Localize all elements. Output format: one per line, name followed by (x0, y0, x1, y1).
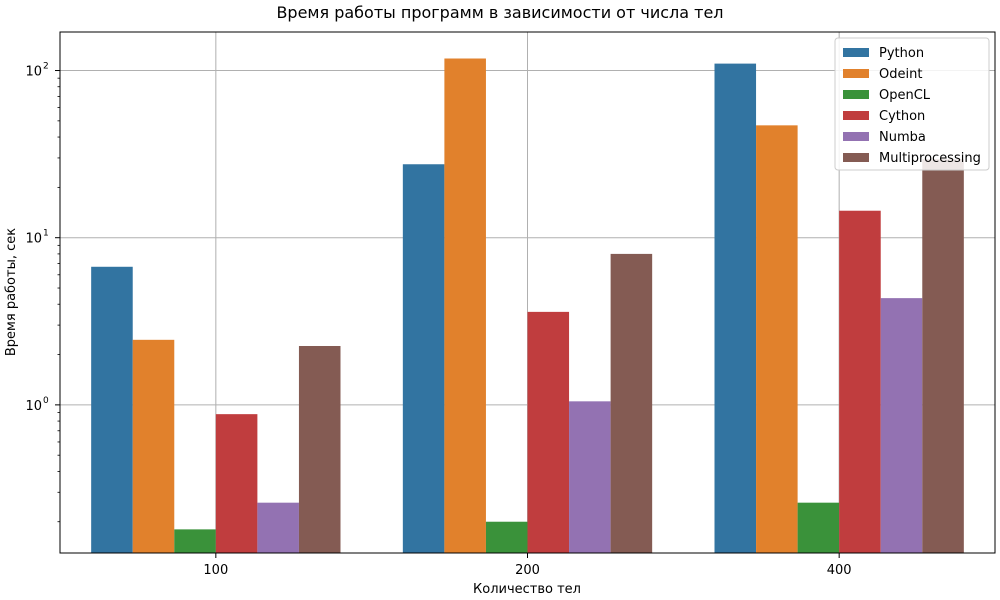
bar-opencl-400 (797, 502, 840, 553)
legend-entry-numba: Numba (879, 130, 926, 145)
bar-numba-400 (880, 298, 923, 553)
legend-swatch-multiprocessing (843, 153, 869, 162)
legend-entry-cython: Cython (879, 109, 925, 124)
bar-odeint-400 (756, 125, 798, 553)
x-tick-label: 200 (515, 563, 540, 578)
legend-entry-odeint: Odeint (879, 67, 922, 82)
bar-opencl-100 (174, 529, 216, 553)
bar-opencl-200 (485, 521, 528, 553)
bar-multiprocessing-100 (298, 345, 341, 553)
y-tick-exponent: 1 (43, 229, 49, 239)
bar-python-400 (714, 63, 757, 553)
legend-swatch-cython (843, 111, 869, 120)
legend-entry-python: Python (879, 46, 924, 61)
legend: Python Odeint OpenCL Cython Numba Multiproces… (834, 37, 990, 171)
legend-swatch-opencl (843, 90, 869, 99)
bar-multiprocessing-200 (610, 253, 653, 553)
y-tick-label: 10 (25, 65, 42, 80)
bar-numba-200 (569, 401, 611, 553)
legend-entry-multiprocessing: Multiprocessing (879, 151, 981, 166)
legend-box (834, 37, 990, 171)
bar-odeint-200 (444, 58, 486, 553)
y-axis-label: Время работы, сек (4, 228, 19, 356)
bars (91, 58, 964, 554)
bar-numba-100 (257, 502, 299, 553)
legend-swatch-python (843, 48, 869, 57)
legend-swatch-odeint (843, 69, 869, 78)
legend-swatch-numba (843, 132, 869, 141)
y-tick-label: 10 (25, 232, 42, 247)
y-tick-exponent: 0 (43, 396, 49, 406)
y-tick-label: 10 (25, 399, 42, 414)
bar-cython-100 (215, 414, 258, 553)
x-axis: 100 200 400 (203, 553, 852, 578)
legend-entry-opencl: OpenCL (879, 88, 931, 103)
bar-odeint-100 (132, 339, 175, 553)
chart-title: Время работы программ в зависимости от ч… (276, 3, 723, 22)
y-tick-exponent: 2 (43, 62, 49, 72)
bar-python-200 (402, 164, 445, 553)
bar-python-100 (91, 266, 133, 553)
bar-cython-400 (839, 210, 881, 554)
x-tick-label: 100 (203, 563, 228, 578)
x-axis-label: Количество тел (473, 582, 581, 597)
bar-multiprocessing-400 (922, 159, 964, 554)
bar-cython-200 (527, 311, 570, 553)
x-tick-label: 400 (827, 563, 852, 578)
